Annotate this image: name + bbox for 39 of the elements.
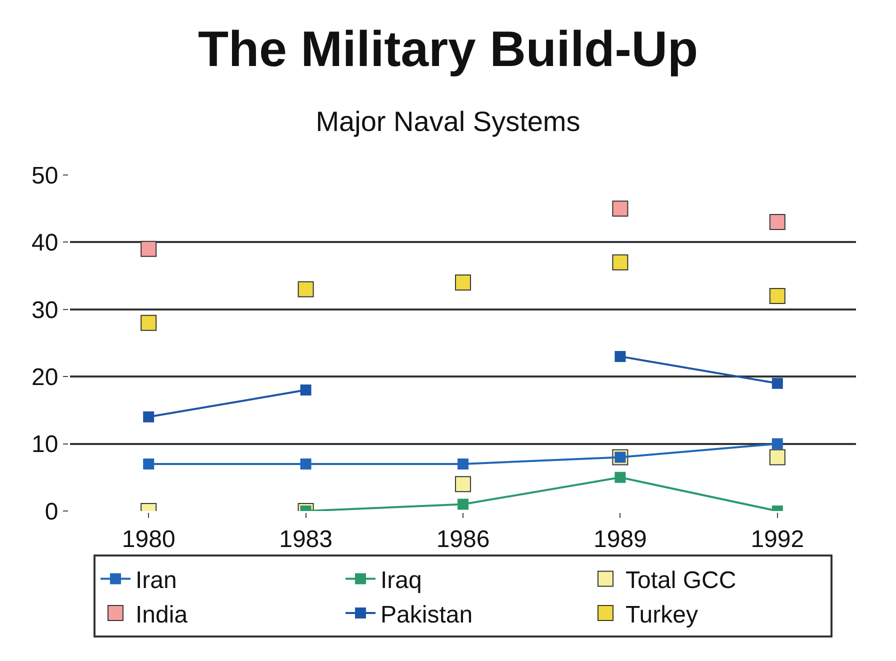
- legend-label: Turkey: [626, 601, 698, 628]
- point: [455, 274, 471, 291]
- x-tick-label: 1983: [279, 526, 332, 553]
- x-tick-label: 1986: [436, 526, 490, 553]
- point: [612, 200, 628, 217]
- x-tick-label: 1992: [750, 526, 804, 553]
- y-tick-label: 20: [31, 364, 58, 391]
- point: [769, 449, 786, 466]
- y-tick-label: 40: [31, 230, 58, 257]
- y-tick-label: 30: [31, 296, 58, 324]
- point: [300, 384, 312, 396]
- legend-label: Total GCC: [626, 567, 736, 594]
- point: [772, 438, 783, 450]
- chart-subtitle: Major Naval Systems: [316, 106, 580, 138]
- chart-title: The Military Build-Up: [198, 21, 698, 78]
- point: [140, 240, 157, 257]
- point: [143, 411, 154, 422]
- legend-label: India: [136, 601, 188, 628]
- point: [614, 472, 626, 483]
- x-tick-label: 1980: [122, 526, 176, 553]
- point: [614, 350, 626, 362]
- point: [772, 378, 783, 389]
- point: [458, 458, 468, 470]
- point: [143, 458, 154, 470]
- legend-label: Iran: [136, 567, 177, 594]
- point: [140, 314, 157, 331]
- y-tick-label: 10: [31, 431, 58, 458]
- y-tick-label: 50: [31, 162, 58, 190]
- point: [769, 288, 786, 304]
- y-tick-label: 0: [44, 498, 58, 526]
- point: [298, 281, 314, 298]
- point: [300, 458, 312, 470]
- legend-label: Pakistan: [380, 601, 473, 628]
- point: [612, 254, 628, 270]
- legend-label: Iraq: [380, 567, 422, 594]
- x-tick-label: 1989: [594, 526, 647, 553]
- point: [458, 498, 468, 510]
- point: [769, 214, 786, 230]
- point: [455, 476, 471, 492]
